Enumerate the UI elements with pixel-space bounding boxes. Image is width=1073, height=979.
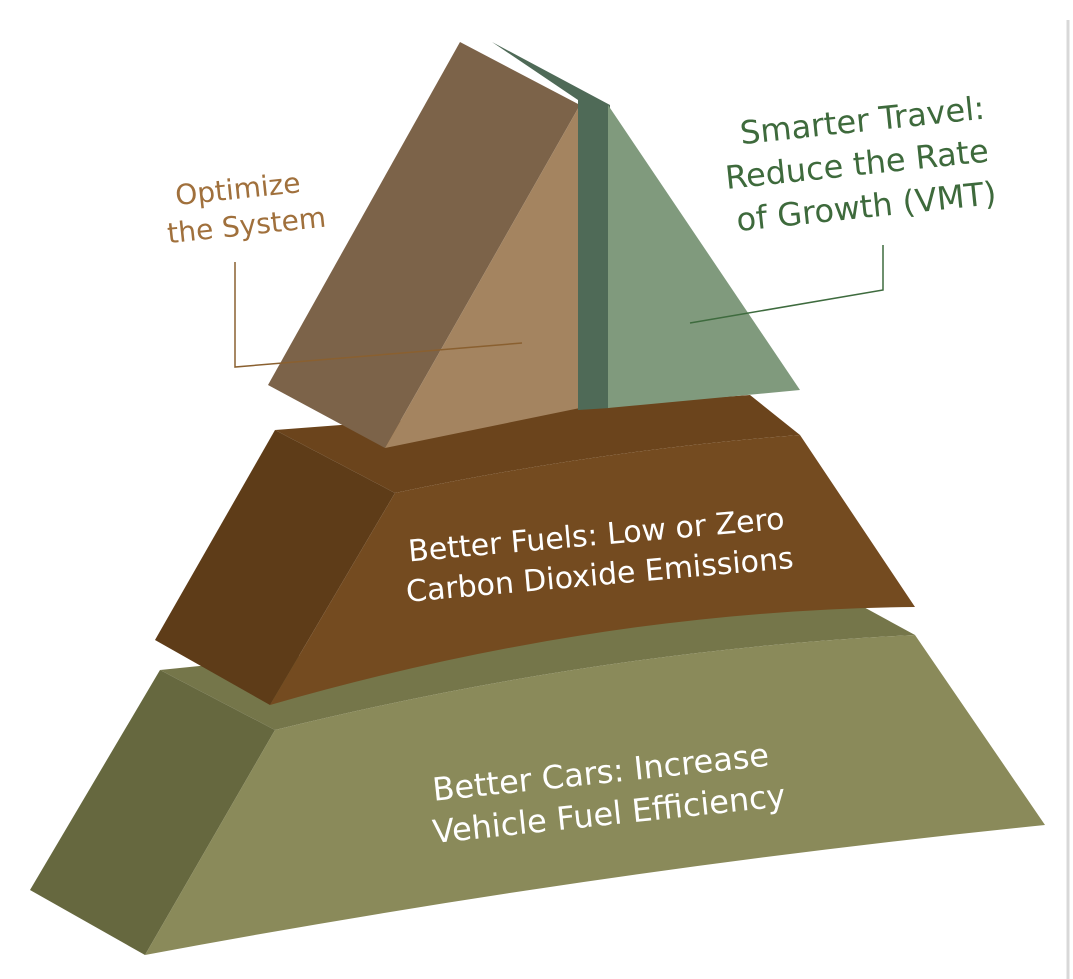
diagram: Optimize the System Smarter Travel: Redu… bbox=[0, 0, 1073, 979]
